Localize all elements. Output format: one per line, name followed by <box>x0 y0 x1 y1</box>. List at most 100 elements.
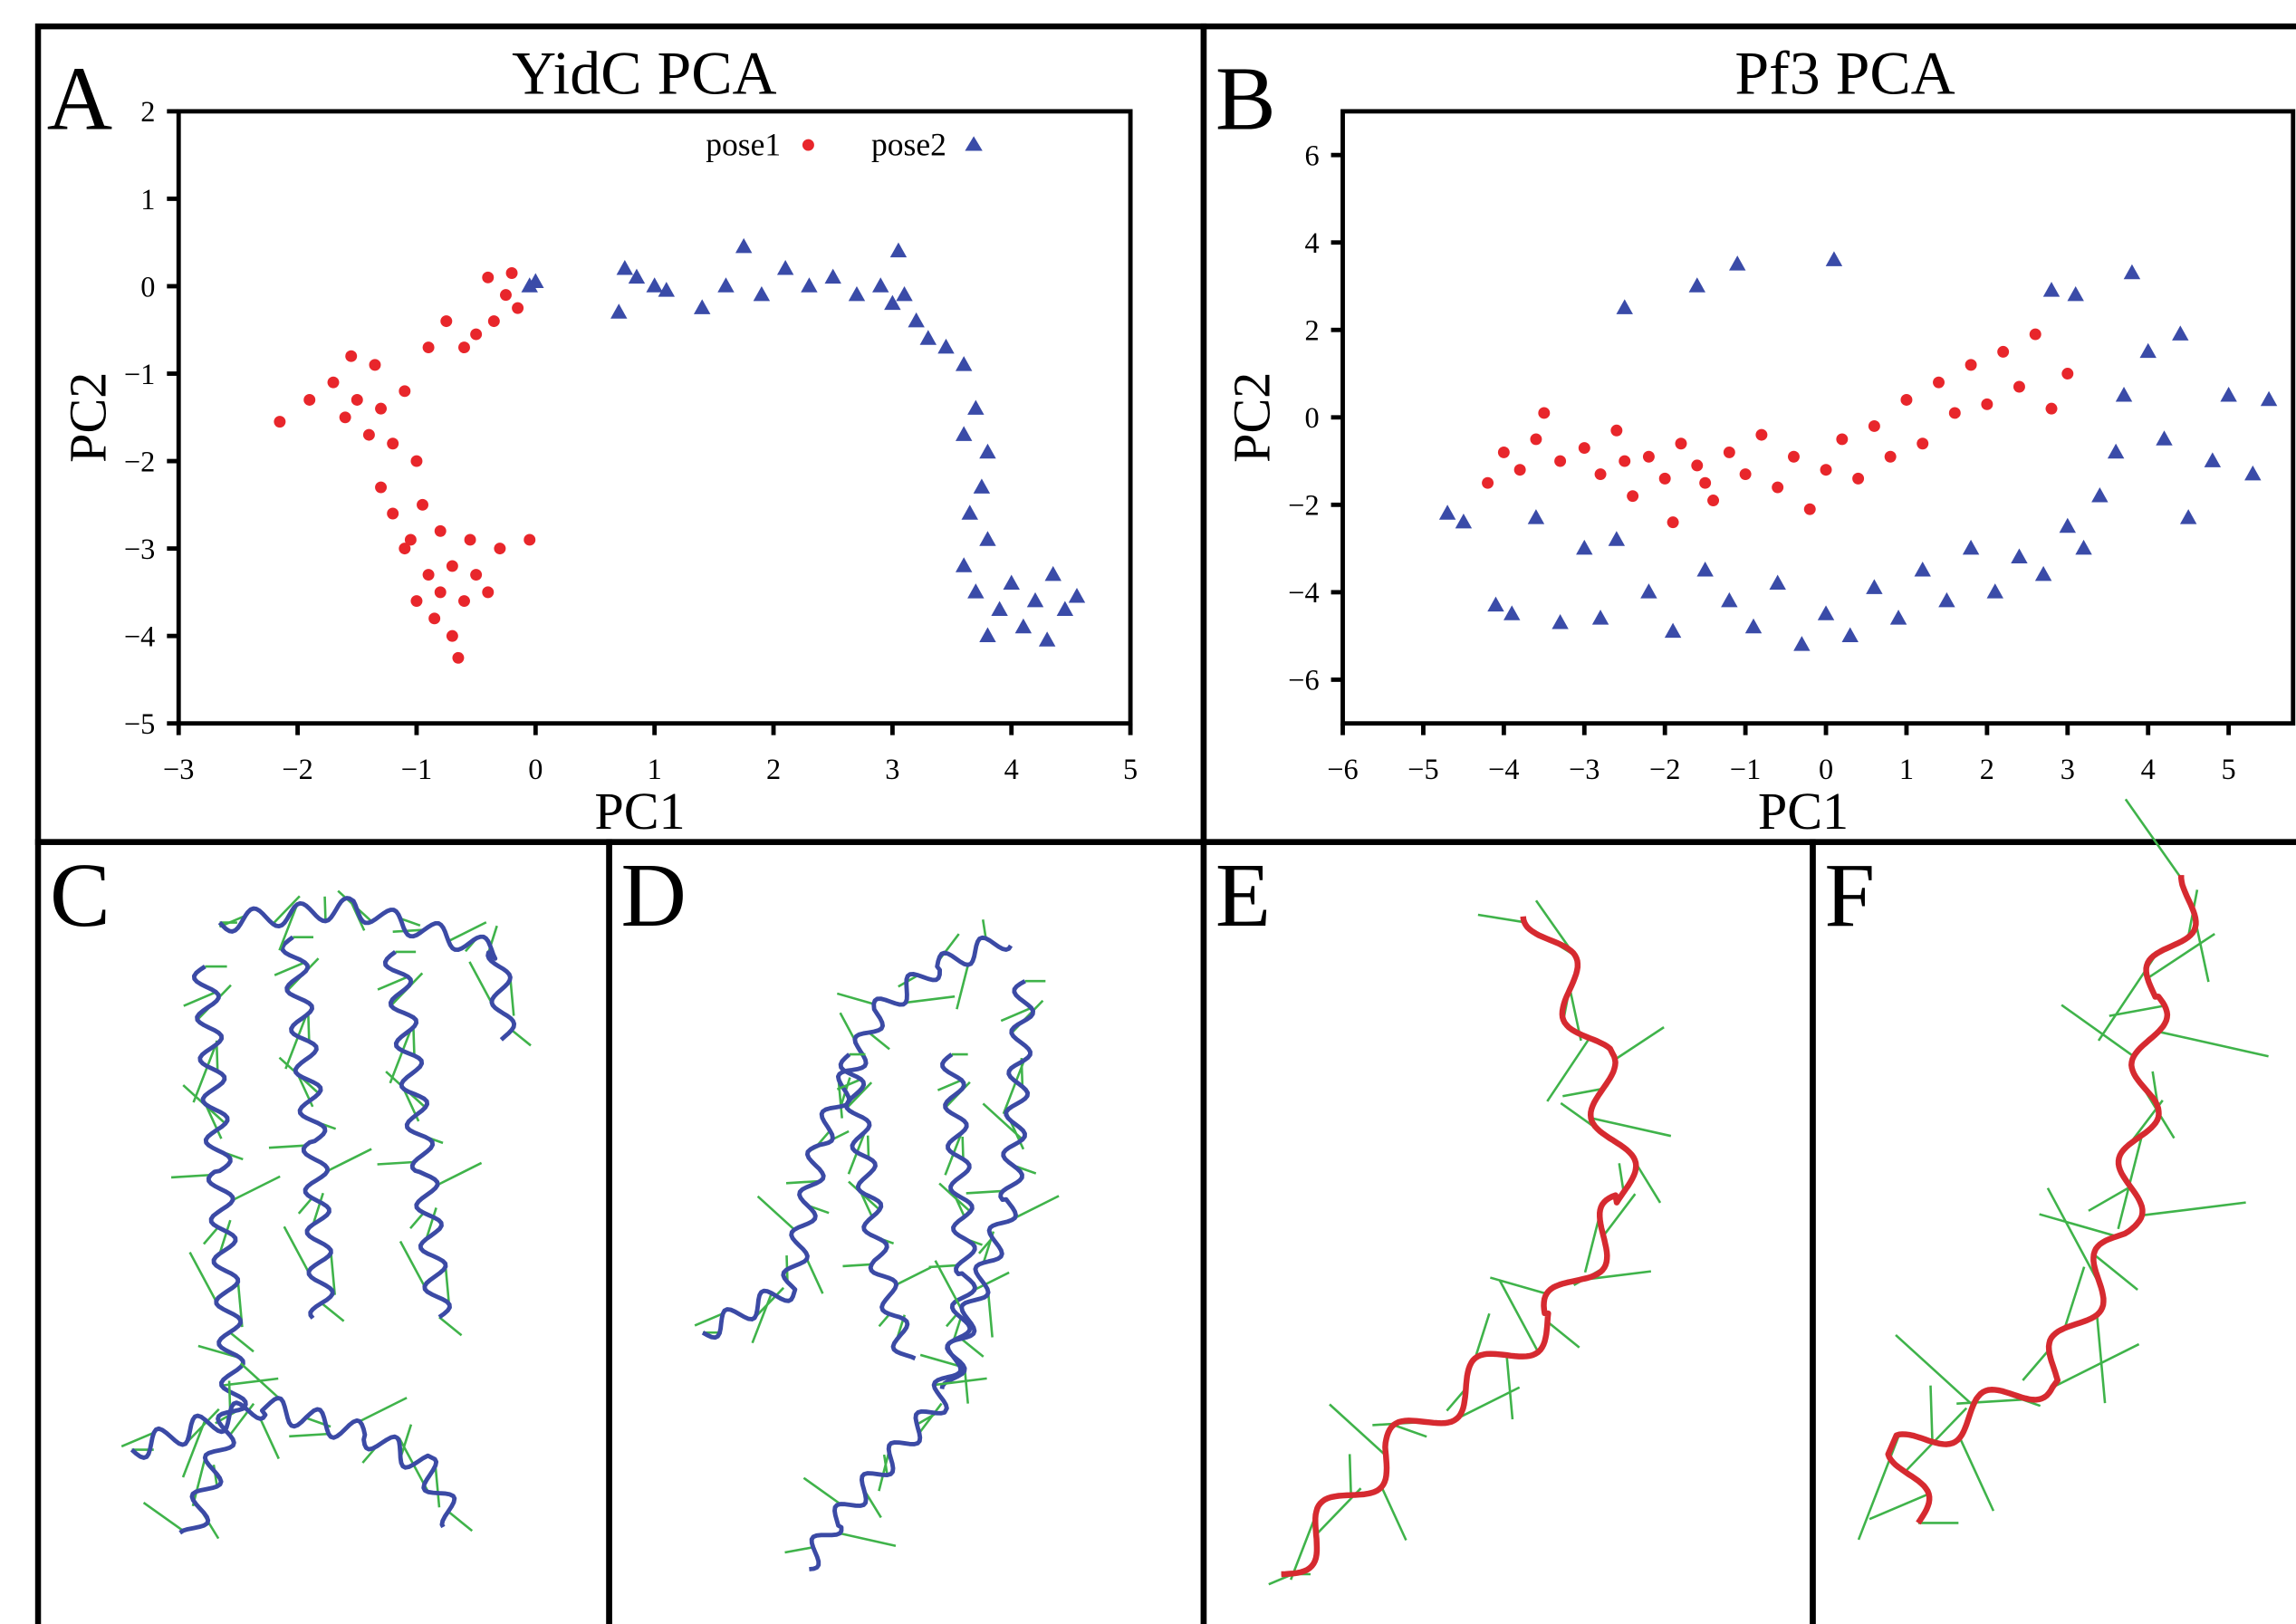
motion-vector <box>183 991 217 1007</box>
motion-vector <box>934 1377 987 1387</box>
x-tick-label: −3 <box>163 753 194 785</box>
y-tick-label: −5 <box>124 707 155 740</box>
circle-point <box>505 267 518 279</box>
x-tick-label: 3 <box>885 753 899 785</box>
triangle-point <box>967 399 985 415</box>
circle-point <box>274 416 286 428</box>
motion-vector <box>1869 1493 1930 1521</box>
circle-point <box>1619 455 1631 467</box>
motion-vector <box>278 904 299 951</box>
triangle-point <box>979 443 996 459</box>
y-tick-label: 6 <box>1304 139 1319 171</box>
motion-vector <box>986 1292 994 1338</box>
motion-vector <box>1562 1087 1604 1098</box>
triangle-point <box>1793 636 1811 651</box>
legend-marker <box>802 139 814 151</box>
y-tick-label: −6 <box>1288 664 1319 697</box>
motion-vector <box>2022 1349 2051 1381</box>
circle-point <box>1884 450 1897 463</box>
x-tick-label: 0 <box>528 753 543 785</box>
motion-vector <box>2046 1187 2102 1289</box>
triangle-point <box>1841 627 1859 642</box>
circle-point <box>422 341 435 354</box>
circle-point <box>339 411 351 424</box>
x-axis-label: PC1 <box>594 782 685 841</box>
x-tick-label: 0 <box>1819 753 1833 785</box>
circle-point <box>422 569 435 581</box>
triangle-point <box>848 285 866 302</box>
circle-point <box>1772 481 1784 494</box>
y-tick-label: 0 <box>1304 401 1319 434</box>
triangle-point <box>1026 591 1044 608</box>
triangle-point <box>955 426 973 441</box>
triangle-point <box>735 237 753 254</box>
circle-point <box>1707 495 1720 506</box>
triangle-point <box>1986 583 2003 599</box>
y-tick-label: −1 <box>124 358 155 390</box>
triangle-point <box>1576 539 1593 555</box>
motion-vector <box>1393 1424 1427 1438</box>
chart-title: Pf3 PCA <box>1734 39 1955 108</box>
triangle-point <box>1769 574 1786 591</box>
circle-point <box>387 437 399 450</box>
x-tick-label: −3 <box>1569 753 1600 785</box>
motion-vector <box>1590 1117 1672 1138</box>
motion-vector <box>323 896 327 921</box>
legend-label: pose1 <box>706 126 781 162</box>
triangle-point <box>979 531 996 546</box>
panel-label: E <box>1215 845 1271 946</box>
circle-point <box>2013 380 2025 393</box>
x-tick-label: 2 <box>766 753 781 785</box>
y-tick-label: −2 <box>1288 489 1319 522</box>
x-tick-label: 2 <box>1980 753 1994 785</box>
backbone <box>382 949 452 1320</box>
triangle-point <box>2172 325 2189 341</box>
motion-vector <box>895 1266 932 1286</box>
circle-point <box>1530 433 1542 446</box>
x-tick-label: −2 <box>1649 753 1680 785</box>
triangle-point <box>2260 390 2278 407</box>
motion-vector <box>937 1079 963 1091</box>
motion-vector <box>846 1081 873 1110</box>
triangle-point <box>1889 610 1907 625</box>
triangle-point <box>527 273 544 288</box>
x-tick-label: −1 <box>1730 753 1761 785</box>
triangle-point <box>2107 443 2125 459</box>
motion-vector <box>268 1144 306 1149</box>
motion-vector <box>284 1014 308 1070</box>
motion-vector <box>956 964 970 1010</box>
circle-point <box>375 481 388 494</box>
triangle-point <box>1038 631 1056 647</box>
motion-vector <box>905 995 956 1004</box>
backbone <box>280 935 335 1320</box>
motion-vector <box>1014 1195 1060 1219</box>
motion-vector <box>392 928 425 933</box>
triangle-point <box>2011 548 2028 564</box>
circle-point <box>1627 490 1639 503</box>
triangle-point <box>646 277 663 293</box>
triangle-point <box>776 259 794 275</box>
triangle-point <box>955 557 973 572</box>
triangle-point <box>753 285 771 302</box>
circle-point <box>2045 402 2058 415</box>
circle-point <box>1691 459 1704 472</box>
motion-vector <box>228 1402 255 1437</box>
triangle-point <box>1962 539 1980 555</box>
triangle-point <box>2139 342 2157 359</box>
motion-vector <box>312 1192 324 1225</box>
motion-vector <box>377 1160 415 1166</box>
motion-vector <box>509 976 515 1016</box>
motion-vector <box>188 1252 220 1308</box>
triangle-point <box>2042 282 2061 297</box>
motion-vector <box>289 1432 329 1438</box>
motion-vector <box>447 921 487 943</box>
triangle-point <box>2244 465 2262 481</box>
chart-title: YidC PCA <box>512 39 776 108</box>
triangle-point <box>2123 264 2141 280</box>
circle-point <box>1933 376 1945 389</box>
circle-point <box>375 402 388 415</box>
circle-point <box>1739 468 1752 481</box>
motion-vector <box>468 961 495 1006</box>
motion-vector <box>2061 1004 2135 1058</box>
